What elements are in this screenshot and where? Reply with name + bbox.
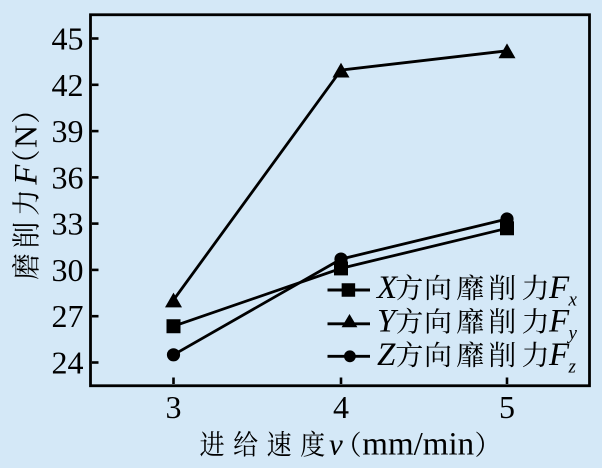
- svg-text:F: F: [548, 337, 570, 373]
- svg-text:36: 36: [52, 159, 84, 195]
- svg-text:X: X: [375, 270, 399, 306]
- svg-text:F: F: [9, 164, 45, 186]
- svg-text:30: 30: [52, 252, 84, 288]
- svg-text:27: 27: [52, 298, 84, 334]
- svg-text:y: y: [567, 323, 578, 344]
- svg-text:45: 45: [52, 21, 84, 57]
- svg-text:N: N: [8, 125, 44, 148]
- svg-text:39: 39: [52, 113, 84, 149]
- svg-text:3: 3: [166, 389, 182, 425]
- svg-text:33: 33: [52, 206, 84, 242]
- svg-text:z: z: [568, 357, 577, 378]
- svg-text:5: 5: [499, 389, 515, 425]
- svg-text:Z: Z: [377, 337, 396, 373]
- svg-text:v: v: [329, 427, 343, 462]
- svg-text:F: F: [548, 304, 570, 340]
- svg-text:24: 24: [52, 345, 84, 381]
- svg-text:mm/min: mm/min: [362, 427, 474, 463]
- svg-text:4: 4: [333, 389, 349, 425]
- svg-text:Y: Y: [377, 304, 399, 340]
- svg-text:42: 42: [52, 67, 84, 103]
- svg-text:x: x: [568, 290, 578, 311]
- svg-text:F: F: [548, 270, 570, 306]
